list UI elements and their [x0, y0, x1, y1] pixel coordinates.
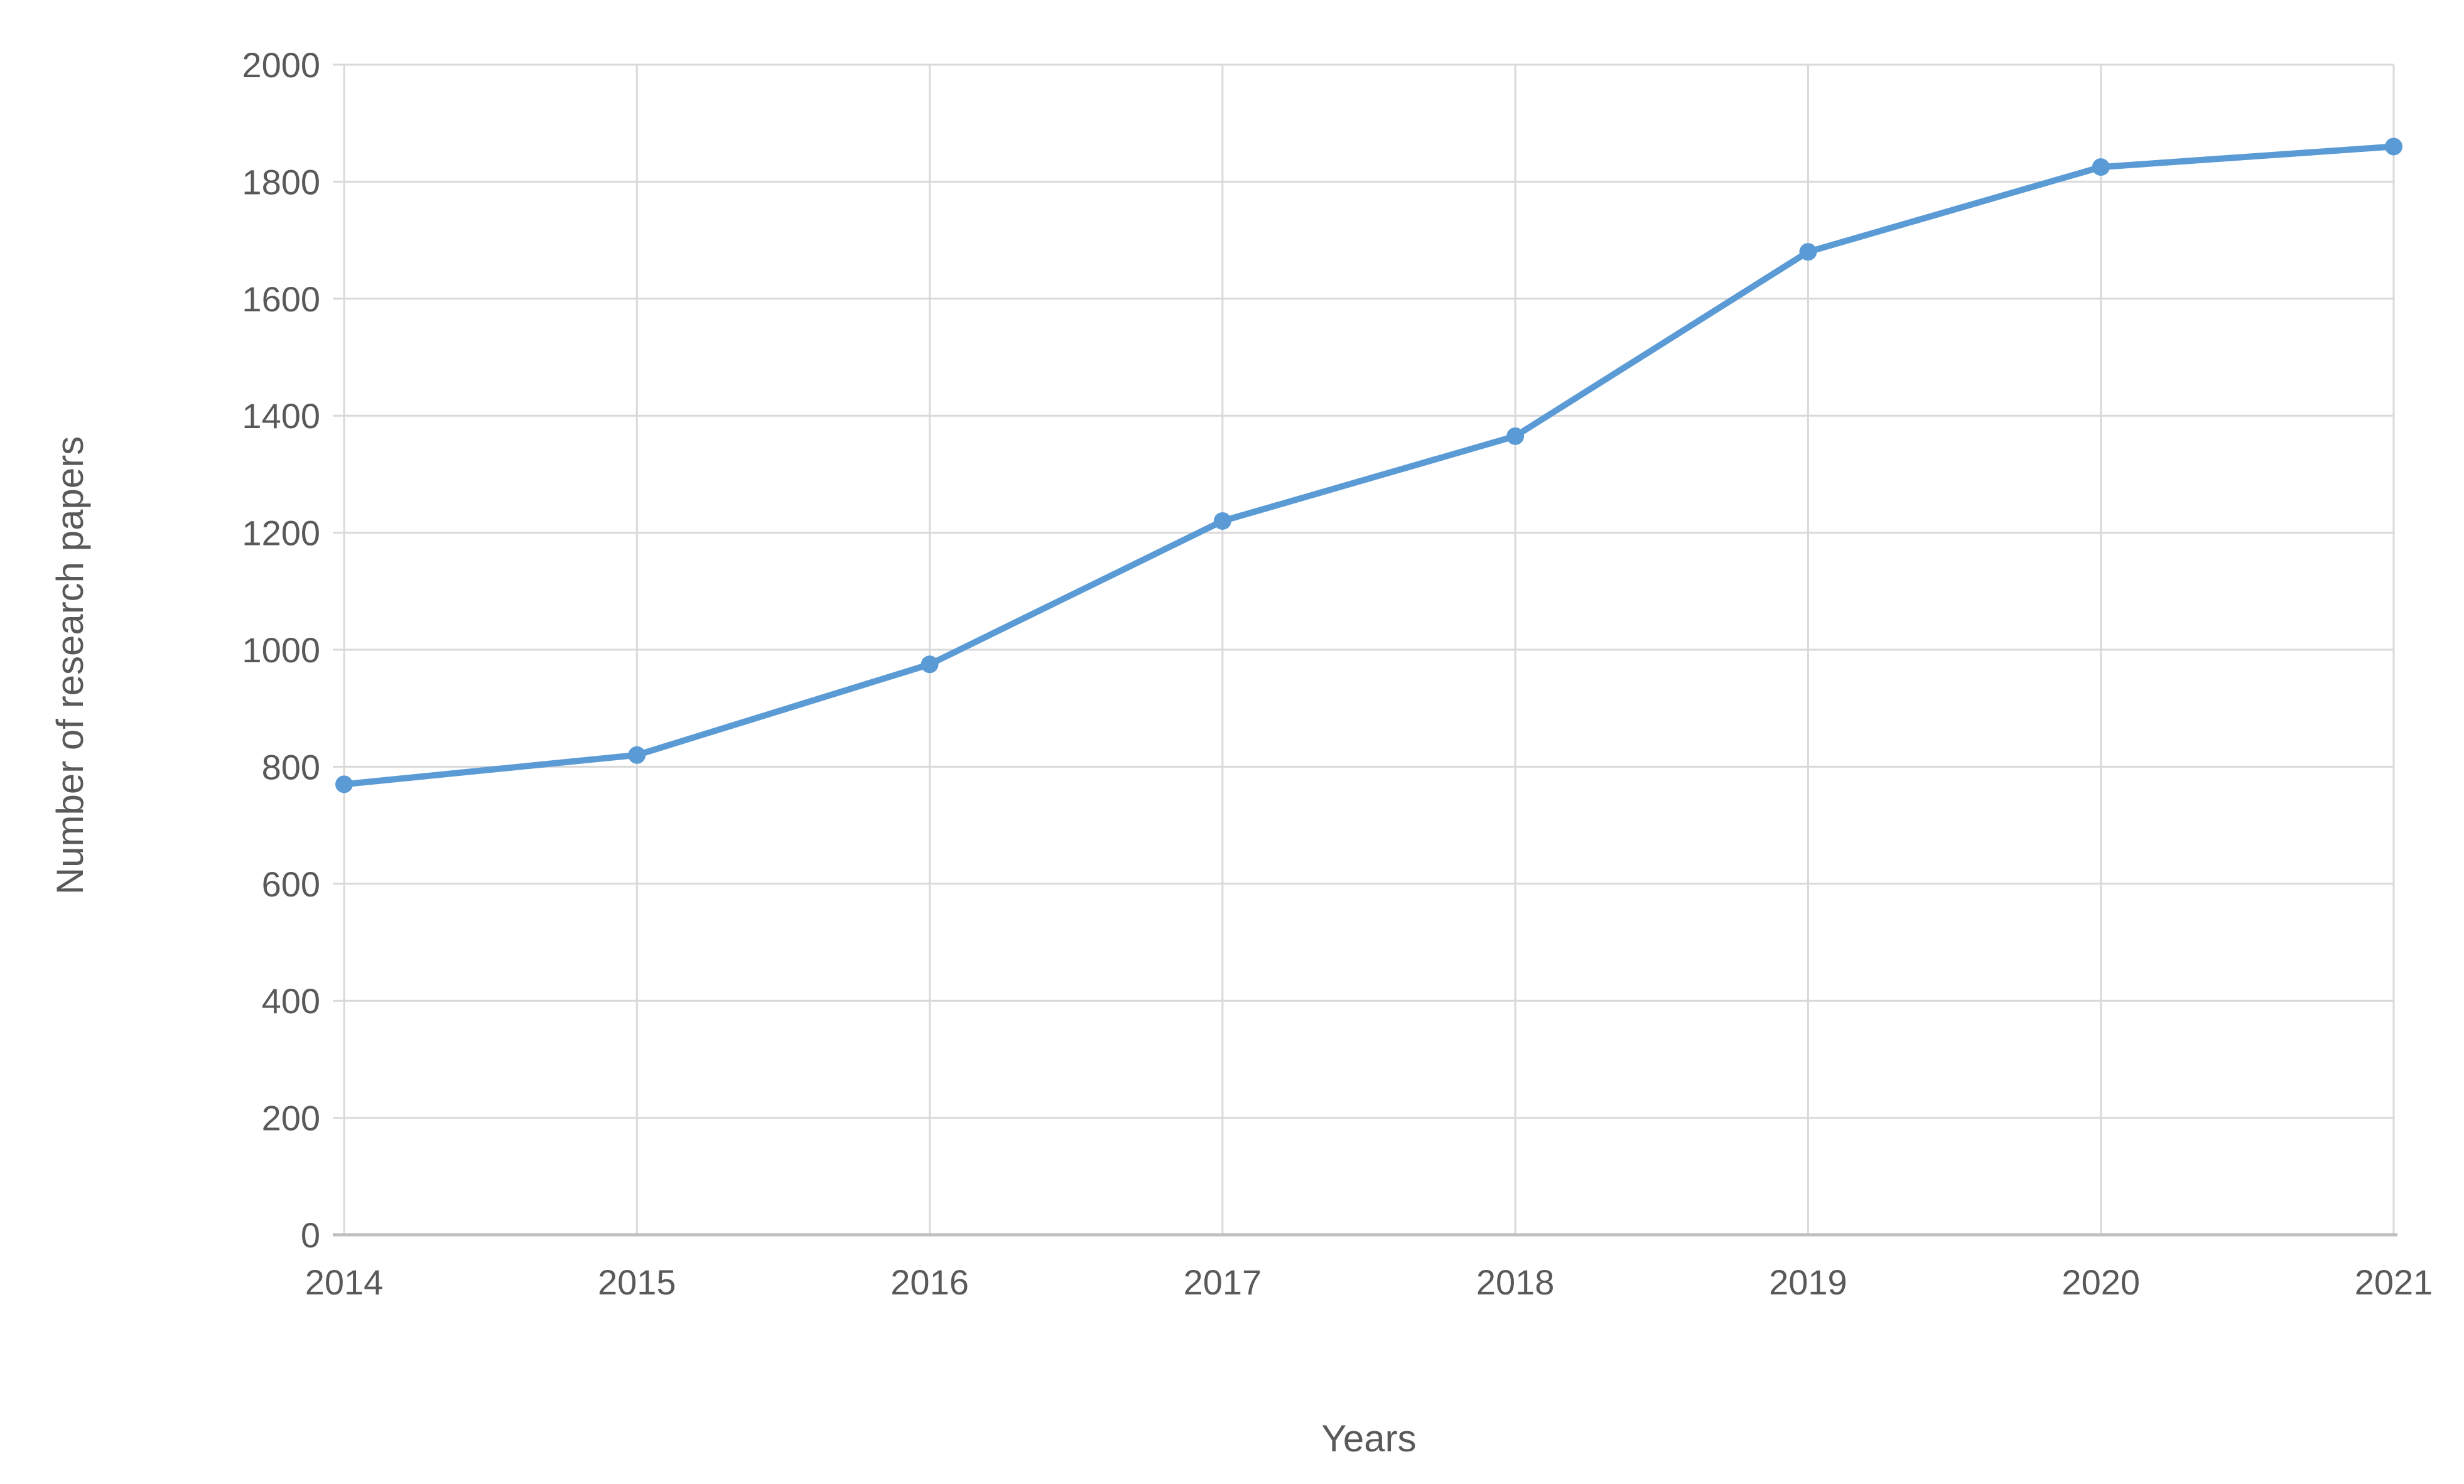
x-tick-label: 2017: [1184, 1262, 1262, 1302]
y-tick-label: 1600: [242, 279, 320, 319]
x-tick-label: 2018: [1476, 1262, 1555, 1302]
x-tick-label: 2015: [598, 1262, 676, 1302]
x-tick-label: 2020: [2061, 1262, 2140, 1302]
y-tick-label: 0: [301, 1215, 320, 1255]
y-tick-label: 800: [262, 747, 320, 787]
y-tick-label: 1000: [242, 630, 320, 670]
x-tick-label: 2014: [305, 1262, 384, 1302]
y-tick-label: 1400: [242, 396, 320, 436]
data-point-marker: [2385, 137, 2402, 156]
y-tick-label: 400: [262, 981, 320, 1021]
y-axis-title: Number of research papers: [49, 436, 91, 895]
data-line: [341, 143, 2397, 788]
data-point-marker: [1506, 427, 1525, 445]
data-point-marker: [335, 775, 353, 793]
data-point-marker: [2092, 158, 2110, 176]
y-tick-label: 2000: [242, 45, 320, 85]
data-point-marker: [1213, 512, 1231, 530]
y-tick-label: 600: [262, 864, 320, 904]
gridlines-layer: [343, 63, 2395, 1235]
x-axis-title: Years: [1321, 1417, 1417, 1460]
data-point-marker: [1799, 243, 1817, 261]
data-point-marker: [921, 655, 939, 674]
tick-labels-layer: 0 200 400 600 800 1000 1200 1400 1600 1800 2000 201…: [242, 45, 2433, 1302]
data-point-marker: [628, 746, 646, 764]
y-tick-label: 200: [262, 1099, 320, 1138]
y-tick-label: 1200: [242, 513, 320, 553]
x-tick-label: 2021: [2355, 1262, 2433, 1302]
data-series-layer: [335, 137, 2402, 793]
axis-layer: [333, 63, 2397, 1237]
y-tick-label: 1800: [242, 162, 320, 202]
x-tick-label: 2016: [890, 1262, 969, 1302]
x-tick-label: 2019: [1769, 1262, 1847, 1302]
